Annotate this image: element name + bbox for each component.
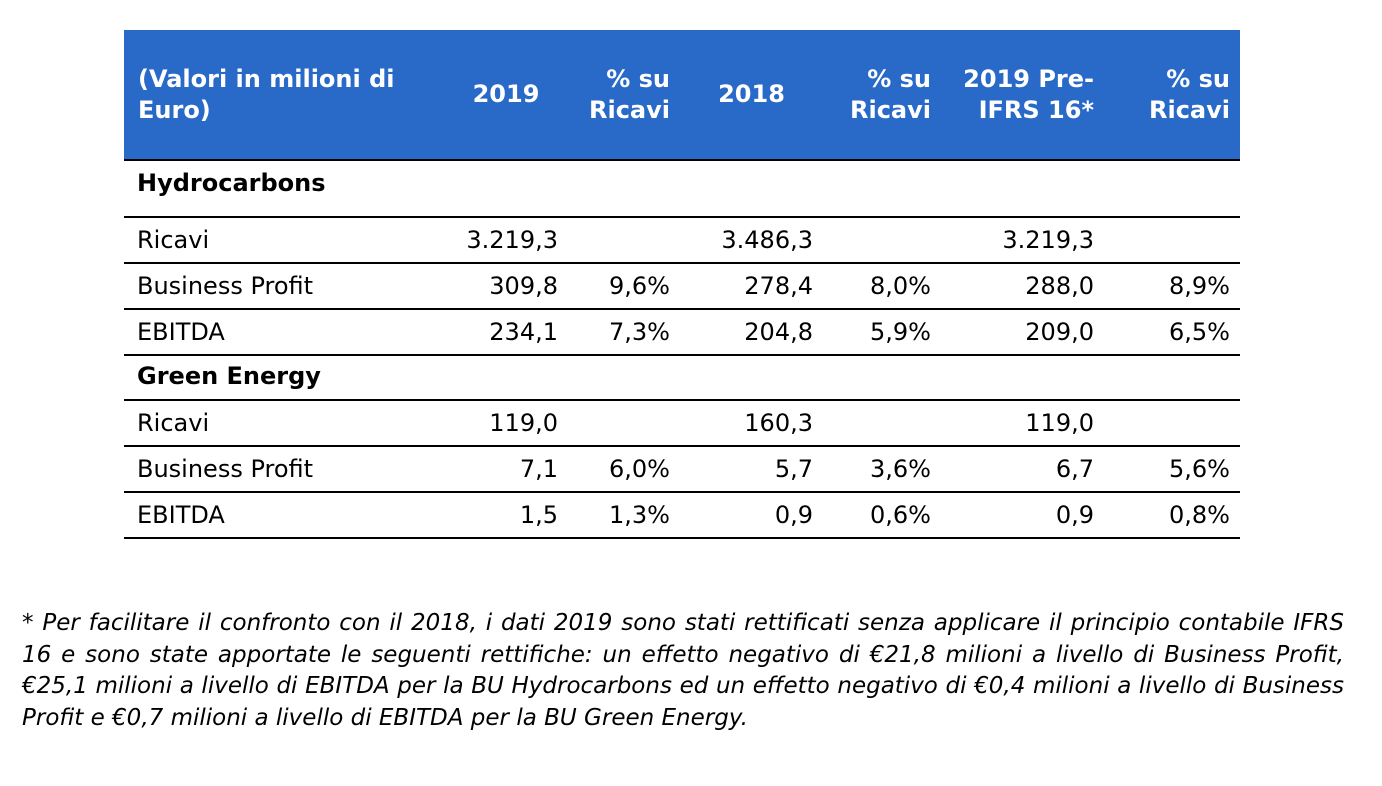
header-pct-2019: % su Ricavi	[568, 30, 680, 161]
cell-pct-2019-pre	[1104, 400, 1240, 447]
table-body: Hydrocarbons Ricavi 3.219,3 3.486,3 3.21…	[124, 160, 1240, 539]
footnote: * Per facilitare il confronto con il 201…	[22, 610, 1344, 731]
header-pct-2019-pre: % su Ricavi	[1104, 30, 1240, 161]
cell-2019: 3.219,3	[444, 217, 568, 264]
cell-2018: 204,8	[680, 309, 823, 356]
section-row-green-energy: Green Energy	[124, 355, 1240, 401]
cell-2019-pre: 0,9	[941, 492, 1104, 539]
cell-pct-2018	[823, 217, 941, 264]
header-2019-pre-ifrs16: 2019 Pre-IFRS 16*	[941, 30, 1104, 161]
cell-pct-2019: 6,0%	[568, 446, 680, 493]
row-label: Ricavi	[124, 400, 444, 447]
cell-pct-2019	[568, 400, 680, 447]
header-label: (Valori in milioni di Euro)	[124, 30, 444, 161]
table-row: Business Profit 7,1 6,0% 5,7 3,6% 6,7 5,…	[124, 446, 1240, 493]
header-row: (Valori in milioni di Euro) 2019 % su Ri…	[124, 30, 1240, 161]
cell-pct-2019: 7,3%	[568, 309, 680, 356]
cell-pct-2019: 9,6%	[568, 263, 680, 310]
cell-2018: 160,3	[680, 400, 823, 447]
table-header: (Valori in milioni di Euro) 2019 % su Ri…	[124, 30, 1240, 161]
cell-2019: 234,1	[444, 309, 568, 356]
cell-2018: 5,7	[680, 446, 823, 493]
header-2019: 2019	[444, 30, 568, 161]
row-label: Business Profit	[124, 446, 444, 493]
cell-pct-2019: 1,3%	[568, 492, 680, 539]
financial-table: (Valori in milioni di Euro) 2019 % su Ri…	[124, 30, 1240, 539]
section-row-hydrocarbons: Hydrocarbons	[124, 160, 1240, 218]
cell-pct-2018	[823, 400, 941, 447]
cell-pct-2018: 0,6%	[823, 492, 941, 539]
header-pct-2018: % su Ricavi	[823, 30, 941, 161]
cell-2019-pre: 209,0	[941, 309, 1104, 356]
financial-table-container: (Valori in milioni di Euro) 2019 % su Ri…	[124, 30, 1240, 539]
cell-2018: 0,9	[680, 492, 823, 539]
row-label: Business Profit	[124, 263, 444, 310]
cell-pct-2018: 5,9%	[823, 309, 941, 356]
cell-2019-pre: 6,7	[941, 446, 1104, 493]
table-row: EBITDA 1,5 1,3% 0,9 0,6% 0,9 0,8%	[124, 492, 1240, 539]
cell-pct-2018: 8,0%	[823, 263, 941, 310]
cell-2019: 7,1	[444, 446, 568, 493]
row-label: EBITDA	[124, 309, 444, 356]
table-row: Ricavi 119,0 160,3 119,0	[124, 400, 1240, 447]
row-label: Ricavi	[124, 217, 444, 264]
cell-pct-2019-pre: 0,8%	[1104, 492, 1240, 539]
table-row: Ricavi 3.219,3 3.486,3 3.219,3	[124, 217, 1240, 264]
cell-2019-pre: 288,0	[941, 263, 1104, 310]
cell-2018: 278,4	[680, 263, 823, 310]
section-title: Hydrocarbons	[124, 160, 1240, 218]
cell-2019-pre: 3.219,3	[941, 217, 1104, 264]
header-2018: 2018	[680, 30, 823, 161]
cell-2019-pre: 119,0	[941, 400, 1104, 447]
section-title: Green Energy	[124, 355, 1240, 401]
table-row: EBITDA 234,1 7,3% 204,8 5,9% 209,0 6,5%	[124, 309, 1240, 356]
cell-pct-2019	[568, 217, 680, 264]
cell-pct-2019-pre	[1104, 217, 1240, 264]
cell-pct-2018: 3,6%	[823, 446, 941, 493]
table-row: Business Profit 309,8 9,6% 278,4 8,0% 28…	[124, 263, 1240, 310]
cell-pct-2019-pre: 6,5%	[1104, 309, 1240, 356]
cell-2019: 309,8	[444, 263, 568, 310]
cell-2019: 1,5	[444, 492, 568, 539]
row-label: EBITDA	[124, 492, 444, 539]
cell-2019: 119,0	[444, 400, 568, 447]
cell-pct-2019-pre: 8,9%	[1104, 263, 1240, 310]
cell-pct-2019-pre: 5,6%	[1104, 446, 1240, 493]
cell-2018: 3.486,3	[680, 217, 823, 264]
